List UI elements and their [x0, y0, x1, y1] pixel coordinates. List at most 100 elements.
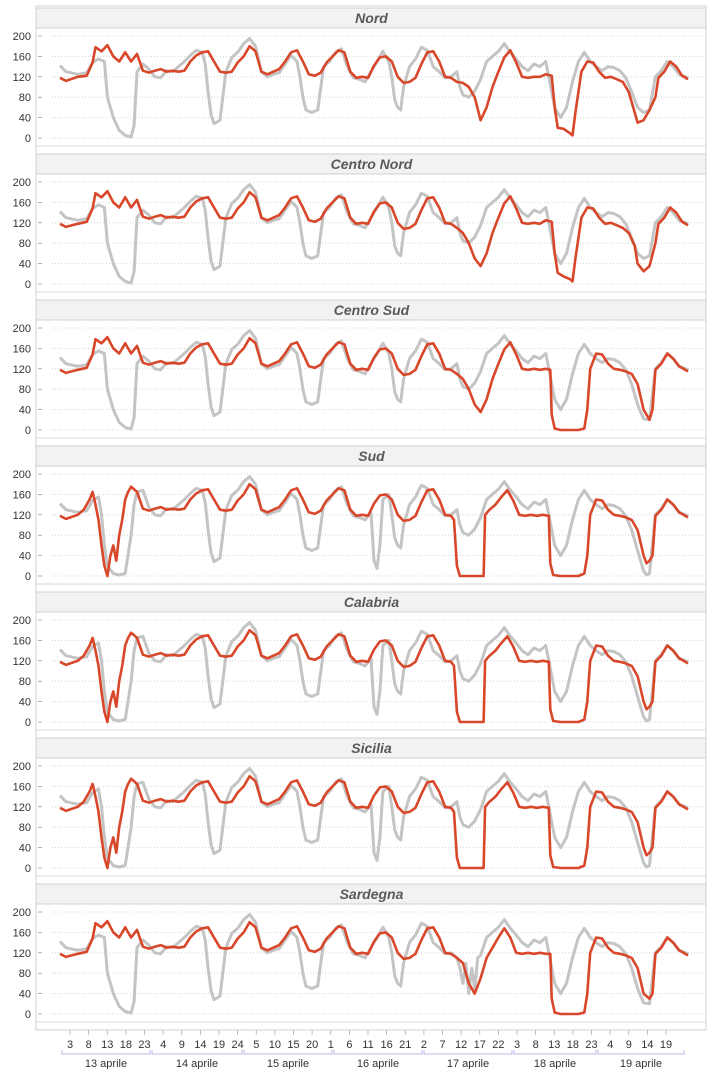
day-label: 18 aprile	[534, 1058, 576, 1069]
y-tick-label: 120	[13, 656, 31, 668]
panel-title: Sardegna	[340, 886, 404, 902]
day-bracket	[513, 1050, 597, 1055]
day-label: 13 aprile	[85, 1058, 127, 1069]
x-tick-label: 16	[381, 1039, 393, 1051]
day-bracket	[243, 1050, 333, 1055]
y-tick-label: 80	[19, 92, 31, 104]
x-tick-label: 24	[232, 1039, 244, 1051]
x-tick-label: 10	[269, 1039, 281, 1051]
x-tick-label: 15	[287, 1039, 299, 1051]
panel-sardegna: Sardegna 0 40 80 120 160 200	[13, 883, 707, 1023]
panel-title-strip	[35, 591, 707, 613]
panel-title: Calabria	[344, 594, 399, 610]
y-tick-label: 120	[13, 948, 31, 960]
x-tick-label: 8	[533, 1039, 539, 1051]
day-bracket	[61, 1050, 151, 1055]
series-grey-line	[58, 621, 689, 723]
day-label: 14 aprile	[176, 1058, 218, 1069]
y-tick-label: 40	[19, 259, 31, 271]
day-bracket	[151, 1050, 243, 1055]
series-red-line	[59, 628, 689, 724]
panel-title-strip	[35, 299, 707, 321]
x-tick-label: 23	[138, 1039, 150, 1051]
day-label: 19 aprile	[620, 1058, 662, 1069]
y-tick-label: 160	[13, 343, 31, 355]
x-tick-label: 2	[421, 1039, 427, 1051]
x-tick-label: 8	[86, 1039, 92, 1051]
x-tick-label: 5	[253, 1039, 259, 1051]
series-red-line	[59, 189, 689, 283]
x-tick-label: 23	[585, 1039, 597, 1051]
y-tick-label: 120	[13, 510, 31, 522]
y-tick-label: 0	[25, 1009, 31, 1021]
y-tick-label: 0	[25, 133, 31, 145]
y-tick-label: 0	[25, 717, 31, 729]
y-tick-label: 0	[25, 279, 31, 291]
y-tick-label: 40	[19, 113, 31, 125]
y-tick-label: 80	[19, 968, 31, 980]
panel-centro-nord: Centro Nord 0 40 80 120 160 200	[13, 153, 707, 293]
x-tick-label: 3	[514, 1039, 520, 1051]
y-tick-label: 120	[13, 802, 31, 814]
x-tick-label: 13	[548, 1039, 560, 1051]
y-tick-label: 40	[19, 989, 31, 1001]
y-tick-label: 160	[13, 781, 31, 793]
y-tick-label: 40	[19, 551, 31, 563]
panel-title-strip	[35, 445, 707, 467]
x-tick-label: 14	[194, 1039, 206, 1051]
series-grey-line	[58, 37, 689, 139]
x-tick-label: 18	[120, 1039, 132, 1051]
y-tick-label: 0	[25, 863, 31, 875]
day-label: 16 aprile	[357, 1058, 399, 1069]
y-tick-label: 80	[19, 238, 31, 250]
series-red-line	[59, 335, 689, 432]
y-tick-label: 200	[13, 31, 31, 43]
x-tick-label: 21	[399, 1039, 411, 1051]
day-bracket	[333, 1050, 423, 1055]
y-tick-label: 200	[13, 907, 31, 919]
x-tick-label: 4	[607, 1039, 613, 1051]
y-tick-label: 40	[19, 843, 31, 855]
y-tick-label: 160	[13, 197, 31, 209]
x-tick-label: 20	[306, 1039, 318, 1051]
panel-title-strip	[35, 153, 707, 175]
x-tick-label: 14	[641, 1039, 653, 1051]
day-label: 15 aprile	[267, 1058, 309, 1069]
series-red-line	[59, 919, 689, 1016]
panel-title: Sicilia	[351, 740, 392, 756]
x-tick-label: 9	[626, 1039, 632, 1051]
panel-title: Centro Sud	[334, 302, 410, 318]
series-grey-line	[58, 329, 689, 431]
y-tick-label: 80	[19, 822, 31, 834]
y-tick-label: 160	[13, 489, 31, 501]
y-tick-label: 200	[13, 469, 31, 481]
panel-title: Nord	[355, 10, 388, 26]
y-tick-label: 40	[19, 697, 31, 709]
series-grey-line	[58, 913, 689, 1015]
y-tick-label: 80	[19, 384, 31, 396]
y-tick-label: 40	[19, 405, 31, 417]
y-tick-label: 200	[13, 761, 31, 773]
x-tick-label: 4	[160, 1039, 166, 1051]
panel-title-strip	[35, 7, 707, 29]
panel-calabria: Calabria 0 40 80 120 160 200	[13, 591, 707, 731]
day-label: 17 aprile	[447, 1058, 489, 1069]
x-tick-label: 3	[67, 1039, 73, 1051]
series-grey-line	[58, 767, 689, 869]
panel-sicilia: Sicilia 0 40 80 120 160 200	[13, 737, 707, 877]
panel-title: Sud	[358, 448, 385, 464]
y-tick-label: 80	[19, 530, 31, 542]
y-tick-label: 160	[13, 635, 31, 647]
x-tick-label: 7	[439, 1039, 445, 1051]
series-red-line	[59, 482, 689, 578]
day-bracket	[597, 1050, 685, 1055]
x-tick-label: 18	[567, 1039, 579, 1051]
y-tick-label: 120	[13, 364, 31, 376]
panel-title: Centro Nord	[331, 156, 413, 172]
y-tick-label: 80	[19, 676, 31, 688]
series-grey-line	[58, 475, 689, 577]
x-tick-label: 22	[492, 1039, 504, 1051]
panel-centro-sud: Centro Sud 0 40 80 120 160 200	[13, 299, 707, 439]
